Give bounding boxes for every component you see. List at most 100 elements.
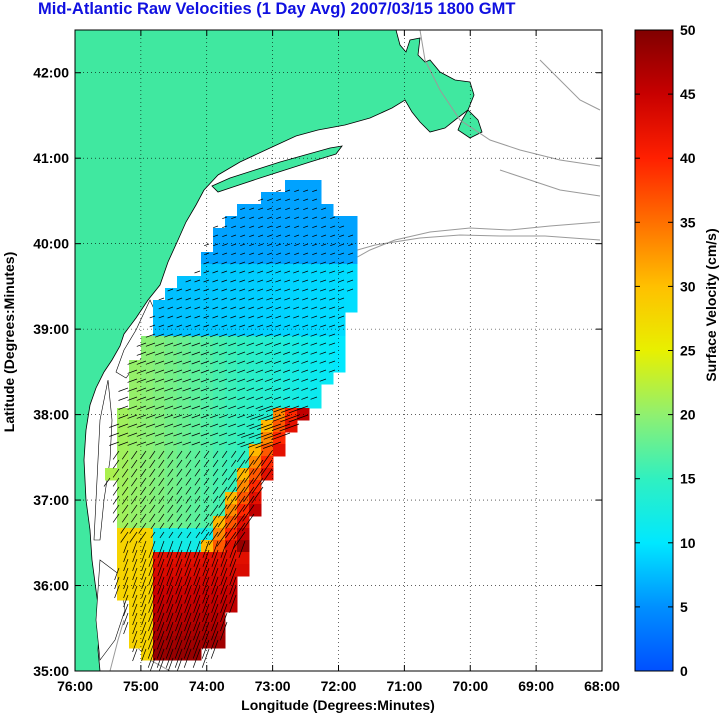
velocity-cell — [153, 360, 166, 373]
velocity-cell — [321, 288, 334, 301]
velocity-vector — [173, 351, 183, 356]
velocity-vector — [158, 459, 165, 468]
velocity-vector — [211, 549, 219, 567]
velocity-vector — [302, 315, 309, 319]
velocity-vector — [222, 234, 228, 238]
velocity-vector — [249, 243, 255, 247]
velocity-cell — [225, 264, 238, 277]
velocity-vector — [230, 279, 237, 283]
velocity-vector — [127, 432, 138, 437]
velocity-vector — [280, 405, 300, 413]
velocity-vector — [211, 540, 219, 558]
velocity-vector — [218, 423, 228, 428]
velocity-vector — [191, 360, 201, 365]
velocity-vector — [109, 423, 120, 428]
velocity-vector — [284, 297, 291, 301]
velocity-cell — [141, 492, 154, 505]
velocity-cell — [261, 396, 274, 409]
velocity-cell — [129, 444, 142, 457]
velocity-vector — [194, 513, 201, 522]
velocity-cell — [345, 264, 358, 277]
velocity-vector — [184, 558, 192, 577]
velocity-cell — [177, 432, 190, 445]
velocity-vector — [283, 351, 291, 355]
velocity-vector — [164, 387, 174, 392]
velocity-vector — [284, 315, 291, 319]
velocity-vector — [288, 414, 309, 423]
velocity-cell — [273, 336, 286, 349]
velocity-vector — [156, 648, 165, 668]
velocity-cell — [237, 288, 250, 301]
velocity-vector — [121, 468, 129, 478]
velocity-vector — [228, 432, 237, 437]
velocity-vector — [226, 504, 237, 519]
velocity-vector — [209, 504, 219, 517]
velocity-cell — [141, 456, 154, 469]
velocity-cell — [261, 336, 274, 349]
velocity-vector — [279, 423, 300, 432]
velocity-vector — [212, 495, 219, 504]
x-tick-label: 76:00 — [57, 678, 93, 694]
velocity-vectors — [103, 189, 354, 671]
velocity-vector — [203, 324, 210, 328]
velocity-cell — [321, 300, 334, 313]
velocity-vector — [166, 585, 174, 604]
velocity-vector — [132, 567, 138, 581]
velocity-cell — [261, 420, 274, 433]
velocity-vector — [202, 594, 210, 613]
velocity-cell — [285, 312, 298, 325]
velocity-vector — [194, 279, 201, 283]
velocity-vector — [166, 558, 174, 577]
velocity-vector — [285, 189, 291, 193]
velocity-cell — [213, 564, 226, 577]
velocity-vector — [212, 486, 219, 495]
velocity-cell — [225, 288, 238, 301]
velocity-vector — [244, 459, 255, 474]
velocity-cell — [249, 228, 262, 241]
velocity-vector — [145, 423, 156, 428]
velocity-vector — [127, 396, 138, 401]
velocity-vector — [242, 495, 255, 512]
velocity-vector — [191, 369, 201, 374]
velocity-vector — [248, 297, 255, 301]
velocity-vector — [123, 558, 129, 572]
velocity-cell — [213, 420, 226, 433]
velocity-vector — [209, 513, 219, 526]
velocity-vector — [193, 576, 201, 595]
velocity-vector — [283, 342, 291, 346]
velocity-vector — [249, 423, 264, 430]
velocity-vector — [218, 387, 228, 392]
velocity-vector — [273, 369, 282, 373]
velocity-cell — [321, 264, 334, 277]
velocity-vector — [209, 441, 219, 446]
velocity-vector — [273, 396, 282, 400]
velocity-vector — [167, 504, 174, 513]
velocity-cell — [213, 252, 226, 265]
velocity-vector — [257, 261, 264, 265]
velocity-vector — [127, 378, 138, 383]
velocity-vector — [164, 369, 174, 374]
velocity-vector — [175, 585, 183, 604]
velocity-vector — [248, 315, 255, 319]
velocity-cell — [261, 264, 274, 277]
velocity-vector — [157, 549, 165, 567]
velocity-vector — [328, 315, 336, 319]
velocity-vector — [258, 234, 264, 238]
velocity-vector — [284, 306, 291, 310]
velocity-vector — [228, 423, 237, 428]
velocity-cell — [189, 564, 202, 577]
velocity-vector — [312, 243, 318, 247]
velocity-vector — [164, 360, 174, 365]
velocity-vector — [209, 423, 219, 428]
velocity-vector — [167, 450, 174, 459]
x-axis-label: Longitude (Degrees:Minutes) — [241, 697, 435, 713]
velocity-vector — [239, 270, 246, 274]
velocity-vector — [301, 378, 309, 382]
velocity-vector — [266, 297, 273, 301]
velocity-vector — [182, 333, 192, 338]
velocity-vector — [173, 378, 183, 383]
velocity-vector — [321, 243, 327, 247]
velocity-vector — [311, 324, 318, 328]
x-tick-label: 72:00 — [321, 678, 357, 694]
velocity-vector — [148, 540, 156, 558]
